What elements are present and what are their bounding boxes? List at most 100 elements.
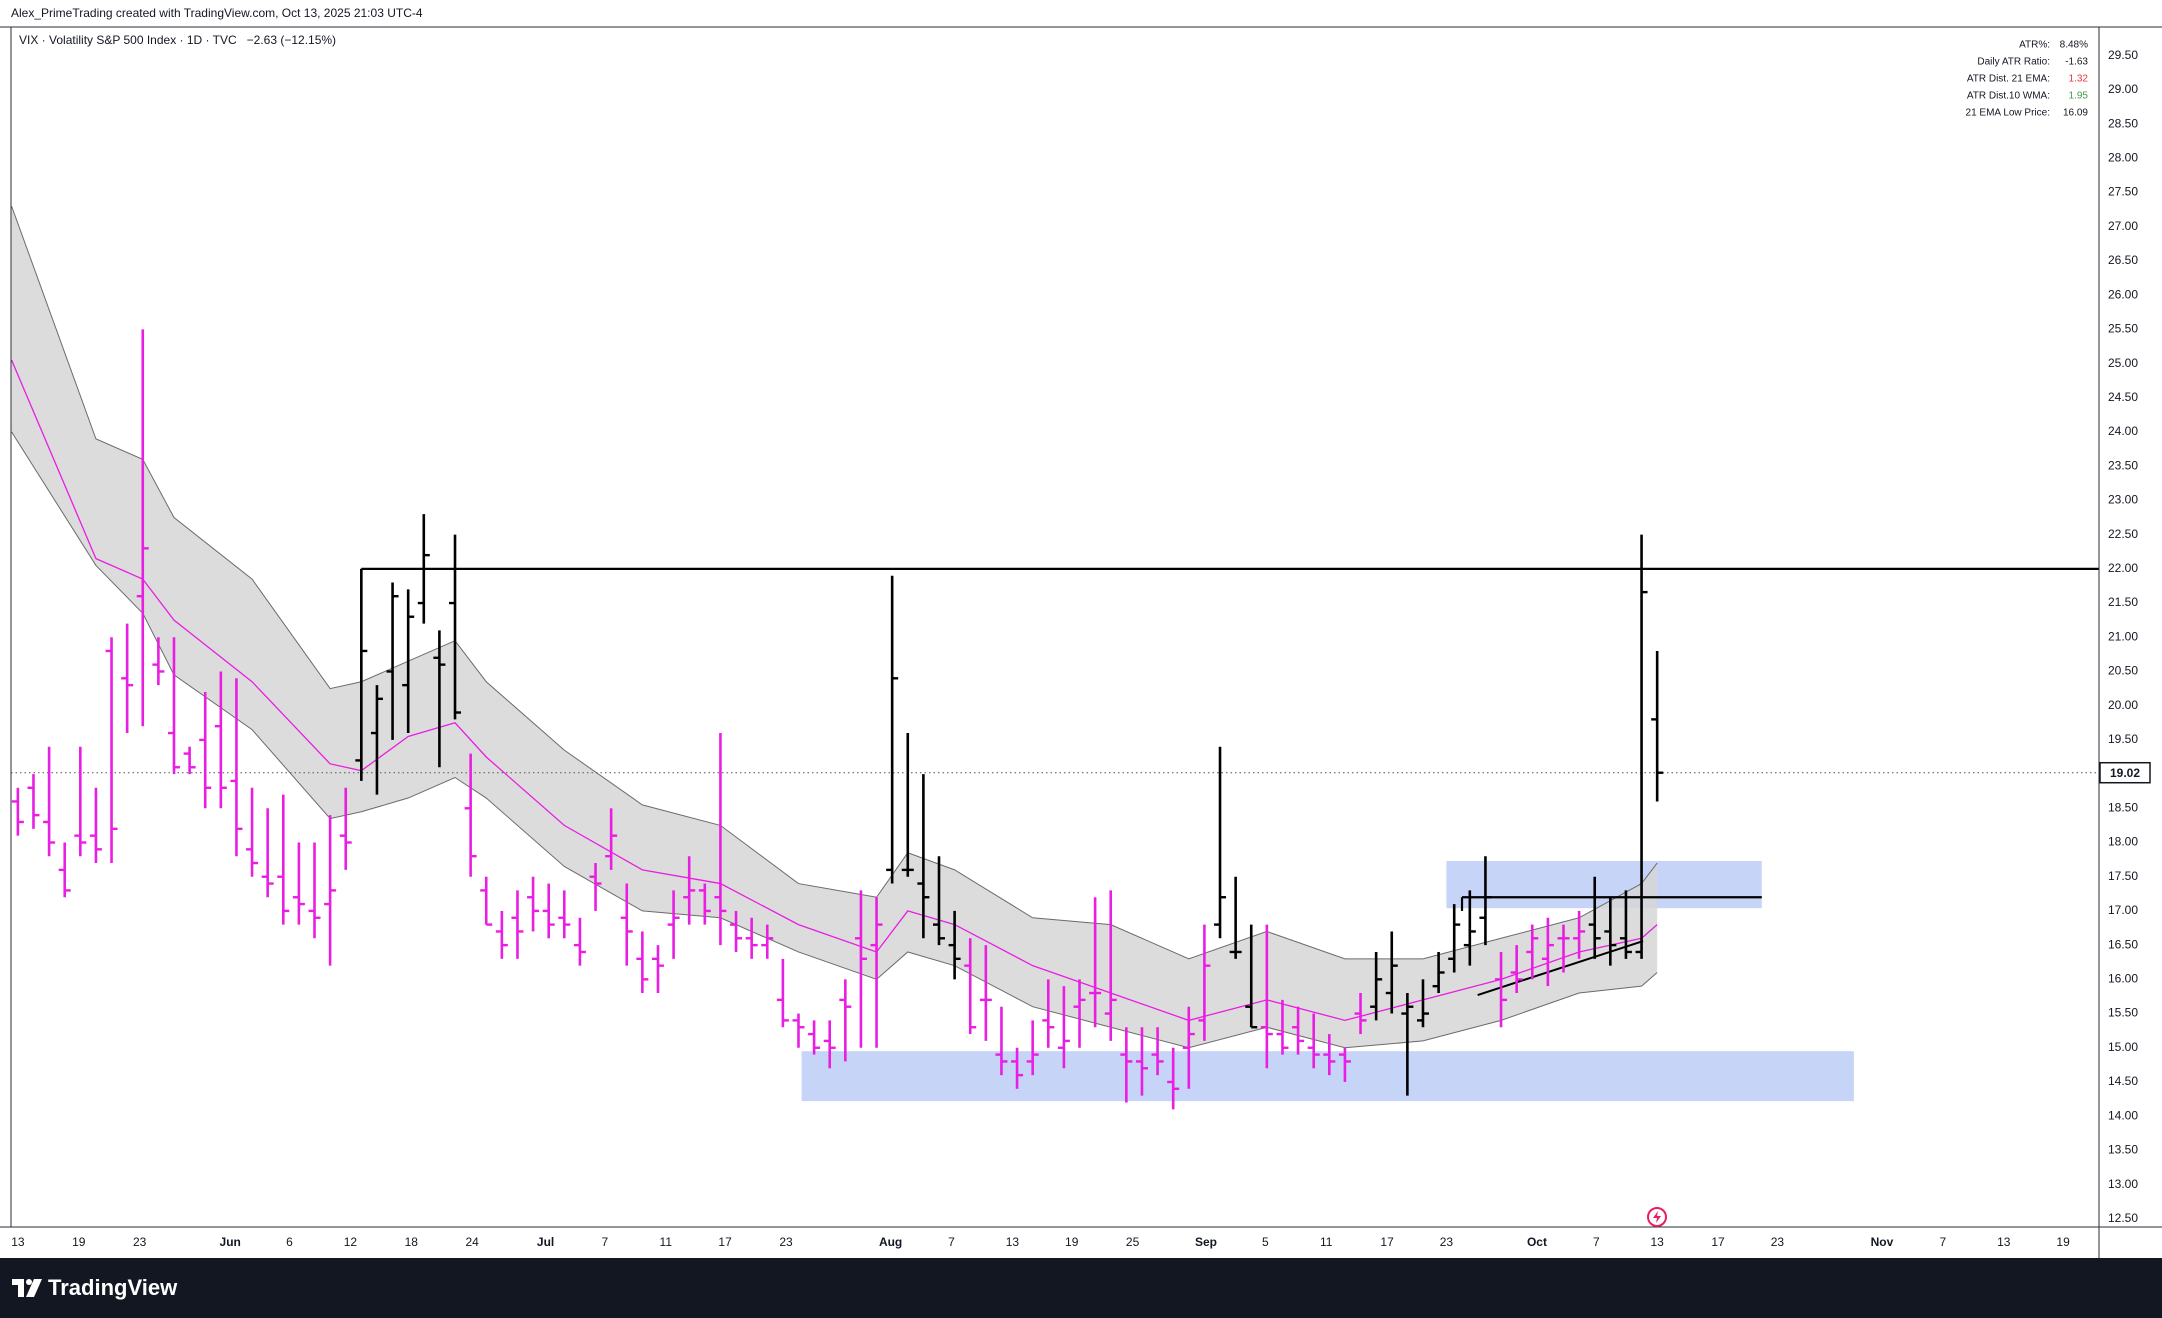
y-tick-label: 26.00 [2108, 287, 2138, 301]
logo-dot [26, 1279, 32, 1285]
x-tick-label: Jun [220, 1235, 241, 1249]
x-tick-label: Aug [879, 1235, 902, 1249]
x-tick-label: 13 [11, 1235, 25, 1249]
y-tick-label: 20.00 [2108, 698, 2138, 712]
x-tick-label: 6 [286, 1235, 293, 1249]
x-tick-label: Oct [1527, 1235, 1547, 1249]
header-text: Alex_PrimeTrading created with TradingVi… [11, 6, 423, 20]
y-tick-label: 16.50 [2108, 937, 2138, 951]
footer-logo-text: TradingView [48, 1275, 178, 1300]
y-tick-label: 18.50 [2108, 800, 2138, 814]
last-price-label: 19.02 [2110, 766, 2140, 780]
y-tick-label: 18.00 [2108, 835, 2138, 849]
info-value: 1.32 [2069, 74, 2089, 85]
y-tick-label: 23.50 [2108, 458, 2138, 472]
info-label: ATR Dist. 21 EMA: [1967, 74, 2050, 85]
zone-box [1446, 860, 1762, 909]
x-tick-label: Nov [1871, 1235, 1894, 1249]
y-tick-label: 14.00 [2108, 1108, 2138, 1122]
x-tick-label: 17 [718, 1235, 732, 1249]
last-price-box [2099, 761, 2151, 784]
x-tick-label: 23 [1440, 1235, 1454, 1249]
y-tick-label: 25.50 [2108, 322, 2138, 336]
info-label: Daily ATR Ratio: [1977, 57, 2050, 68]
y-tick-label: 17.00 [2108, 903, 2138, 917]
y-tick-label: 13.50 [2108, 1143, 2138, 1157]
x-tick-label: 13 [1650, 1235, 1664, 1249]
x-tick-label: 17 [1711, 1235, 1725, 1249]
x-tick-label: 19 [2056, 1235, 2070, 1249]
x-tick-label: 7 [1593, 1235, 1600, 1249]
alert-circle [1647, 1207, 1667, 1227]
x-tick-label: 13 [1006, 1235, 1020, 1249]
x-tick-label: 7 [602, 1235, 609, 1249]
zone-box [801, 1051, 1854, 1102]
info-label: ATR%: [2019, 40, 2050, 51]
y-tick-label: 19.50 [2108, 732, 2138, 746]
y-tick-label: 28.50 [2108, 116, 2138, 130]
ema-line [11, 359, 1658, 1022]
y-tick-label: 23.00 [2108, 493, 2138, 507]
y-tick-label: 28.00 [2108, 151, 2138, 165]
y-tick-label: 29.00 [2108, 82, 2138, 96]
info-value: 1.95 [2069, 91, 2089, 102]
y-tick-label: 22.50 [2108, 527, 2138, 541]
x-tick-label: 5 [1262, 1235, 1269, 1249]
y-tick-label: 22.00 [2108, 561, 2138, 575]
y-tick-label: 26.50 [2108, 253, 2138, 267]
x-tick-label: 19 [1065, 1235, 1079, 1249]
y-tick-label: 17.50 [2108, 869, 2138, 883]
x-tick-label: 17 [1380, 1235, 1394, 1249]
y-tick-label: 13.00 [2108, 1177, 2138, 1191]
y-tick-label: 21.50 [2108, 595, 2138, 609]
info-value: -1.63 [2065, 57, 2088, 68]
logo-shape [12, 1279, 24, 1297]
x-tick-label: 7 [948, 1235, 955, 1249]
y-tick-label: 27.50 [2108, 185, 2138, 199]
x-tick-label: 7 [1940, 1235, 1947, 1249]
y-tick-label: 15.00 [2108, 1040, 2138, 1054]
y-tick-label: 24.50 [2108, 390, 2138, 404]
y-tick-label: 12.50 [2108, 1211, 2138, 1225]
x-tick-label: 23 [779, 1235, 793, 1249]
x-tick-label: 11 [660, 1235, 673, 1249]
trendline [1477, 940, 1644, 997]
info-label: 21 EMA Low Price: [1966, 108, 2050, 119]
info-label: ATR Dist.10 WMA: [1967, 91, 2050, 102]
band-lower [11, 431, 1658, 1049]
y-tick-label: 24.00 [2108, 424, 2138, 438]
info-value: 8.48% [2060, 40, 2088, 51]
y-tick-label: 29.50 [2108, 48, 2138, 62]
x-tick-label: 25 [1126, 1235, 1140, 1249]
band-upper [11, 206, 1658, 960]
footer-bar [0, 1258, 2162, 1318]
x-tick-label: Sep [1195, 1235, 1217, 1249]
info-value: 16.09 [2063, 108, 2088, 119]
logo-slash [26, 1279, 42, 1297]
x-tick-label: 11 [1320, 1235, 1333, 1249]
x-tick-label: 13 [1997, 1235, 2011, 1249]
x-tick-label: 12 [344, 1235, 358, 1249]
band-fill [11, 206, 1658, 1048]
plot-area [11, 206, 2099, 1110]
y-tick-label: 14.50 [2108, 1074, 2138, 1088]
y-tick-label: 25.00 [2108, 356, 2138, 370]
alert-bolt [1653, 1211, 1661, 1223]
y-tick-label: 15.50 [2108, 1006, 2138, 1020]
x-tick-label: 19 [72, 1235, 86, 1249]
y-tick-label: 16.00 [2108, 972, 2138, 986]
x-tick-label: Jul [537, 1235, 554, 1249]
x-tick-label: 23 [1771, 1235, 1785, 1249]
x-tick-label: 24 [466, 1235, 480, 1249]
price-change: −2.63 (−12.15%) [247, 33, 336, 47]
footer-logo-icon [12, 1279, 42, 1297]
x-tick-label: 18 [405, 1235, 419, 1249]
y-tick-label: 21.00 [2108, 629, 2138, 643]
x-tick-label: 23 [133, 1235, 147, 1249]
symbol-legend: VIX · Volatility S&P 500 Index · 1D · TV… [19, 33, 237, 47]
alert-icon[interactable] [1647, 1207, 1667, 1227]
y-tick-label: 27.00 [2108, 219, 2138, 233]
